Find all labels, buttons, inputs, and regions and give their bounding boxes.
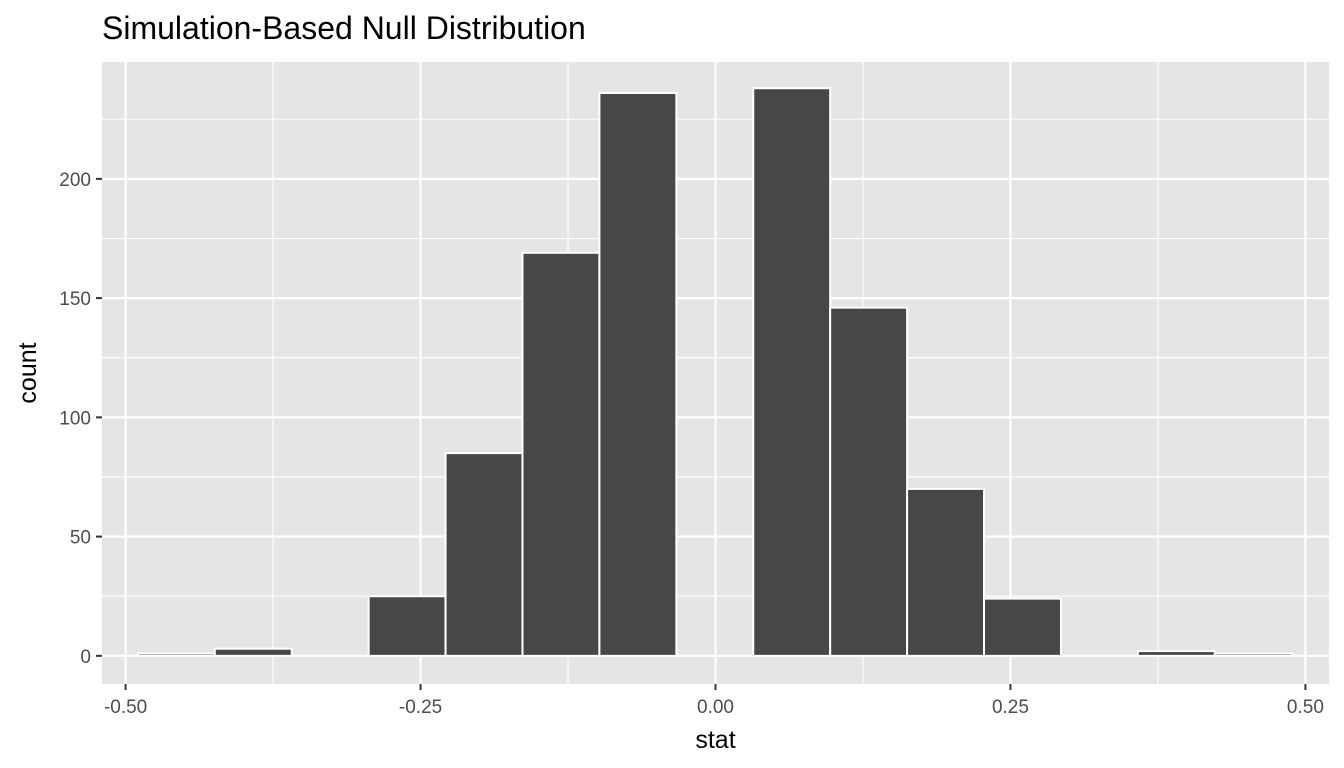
histogram-bar bbox=[752, 87, 832, 657]
x-tick-label: -0.25 bbox=[399, 697, 442, 718]
x-axis-title: stat bbox=[695, 726, 735, 754]
y-tick-label: 50 bbox=[70, 528, 91, 549]
y-tick-label: 150 bbox=[59, 289, 91, 310]
histogram-bars bbox=[136, 87, 1293, 657]
y-tick-label: 200 bbox=[59, 170, 91, 191]
y-axis-title: count bbox=[14, 342, 42, 403]
x-axis: -0.50 -0.25 0.00 0.25 0.50 bbox=[104, 684, 1324, 718]
y-tick-label: 0 bbox=[80, 647, 91, 668]
histogram-bar bbox=[367, 595, 447, 657]
x-tick-label: -0.50 bbox=[104, 697, 147, 718]
x-tick-label: 0.25 bbox=[992, 697, 1029, 718]
histogram-bar bbox=[983, 597, 1062, 657]
histogram-bar bbox=[136, 652, 216, 657]
histogram-bar bbox=[906, 487, 986, 657]
y-tick-label: 100 bbox=[59, 408, 91, 429]
histogram-bar bbox=[444, 452, 524, 657]
histogram-bar bbox=[829, 306, 909, 657]
histogram-bar bbox=[1213, 652, 1293, 657]
chart-title: Simulation-Based Null Distribution bbox=[102, 10, 586, 46]
y-axis: 0 50 100 150 200 bbox=[59, 170, 102, 668]
x-tick-label: 0.50 bbox=[1287, 697, 1324, 718]
histogram-bar bbox=[1136, 650, 1216, 657]
histogram-bar bbox=[213, 647, 293, 657]
histogram-bar bbox=[598, 92, 678, 657]
histogram-bar bbox=[521, 251, 601, 657]
major-gridlines bbox=[102, 62, 1329, 684]
x-tick-label: 0.00 bbox=[697, 697, 734, 718]
